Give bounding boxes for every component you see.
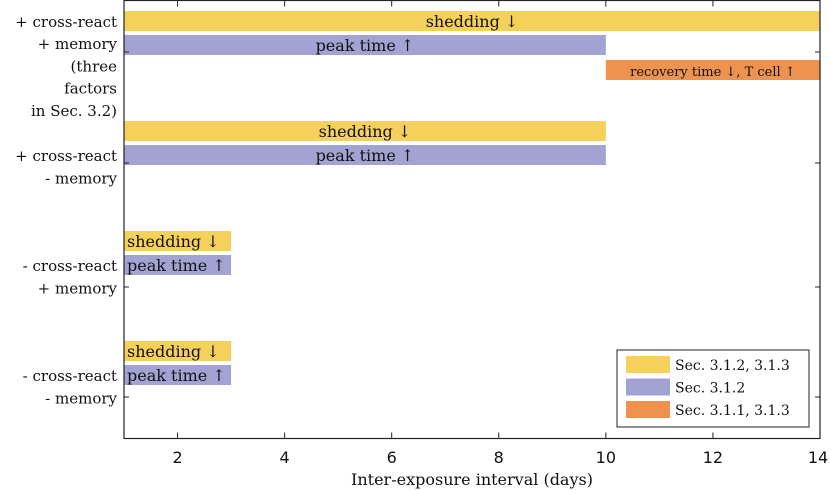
x-tick-label: 6 [387, 448, 397, 467]
row-label-line: + cross-react [15, 13, 117, 31]
x-tick-label: 8 [494, 448, 504, 467]
row-label-line: - cross-react [23, 367, 117, 385]
bar [124, 231, 232, 251]
bar-label: shedding ↓ [319, 122, 412, 141]
x-tick-label: 2 [172, 448, 182, 467]
ticks-layer: 2 4 6 8 10 12 14 [124, 0, 828, 467]
bar-label: peak time ↑ [316, 36, 415, 55]
bar-label: recovery time ↓, T cell ↑ [630, 65, 796, 80]
x-tick-label: 4 [280, 448, 290, 467]
x-axis-title: Inter-exposure interval (days) [351, 470, 593, 489]
bar [605, 60, 820, 80]
bar-label: peak time ↑ [316, 146, 415, 165]
row-label-line: - memory [45, 169, 117, 187]
x-tick-label: 14 [808, 448, 828, 467]
bar [124, 11, 820, 31]
legend: Sec. 3.1.2, 3.1.3 Sec. 3.1.2 Sec. 3.1.1, 3… [616, 349, 810, 428]
x-tick-label: 10 [596, 448, 616, 467]
bar [124, 35, 606, 55]
row-label-line: factors [64, 80, 117, 98]
x-tick-label: 12 [703, 448, 723, 467]
bar [124, 255, 232, 275]
legend-swatch [626, 378, 670, 396]
plot-frame [123, 0, 821, 440]
legend-swatch [626, 401, 670, 418]
legend-label: Sec. 3.1.1, 3.1.3 [675, 403, 790, 419]
bar-label: shedding ↓ [127, 342, 220, 361]
row-label-line: - cross-react [23, 257, 117, 275]
row-label-line: in Sec. 3.2) [31, 102, 117, 120]
row-label-line: (three [71, 57, 118, 75]
bar-label: shedding ↓ [127, 232, 220, 251]
row-label-line: + memory [38, 35, 118, 53]
bar [124, 341, 232, 361]
labels-layer: + cross-react + memory (three factors in Sec… [15, 13, 117, 407]
bar [124, 145, 606, 165]
bar-label: shedding ↓ [426, 12, 519, 31]
bar [124, 365, 232, 385]
row-label-line: + memory [38, 279, 118, 297]
bar-label: peak time ↑ [127, 256, 226, 275]
legend-label: Sec. 3.1.2, 3.1.3 [675, 358, 790, 374]
row-label-line: - memory [45, 389, 117, 407]
bar [124, 121, 606, 141]
legend-swatch [626, 356, 670, 373]
legend-label: Sec. 3.1.2 [675, 381, 745, 397]
bar-label: peak time ↑ [127, 366, 226, 385]
row-label-line: + cross-react [15, 147, 117, 165]
bars-layer: shedding ↓ peak time ↑ recovery time ↓, T … [124, 11, 820, 385]
